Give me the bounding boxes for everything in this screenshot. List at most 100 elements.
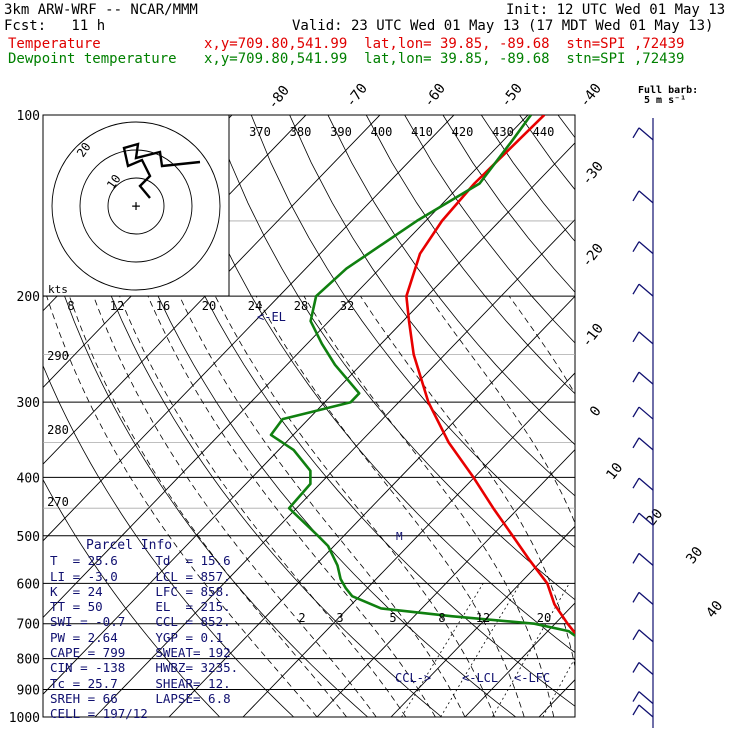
theta-label: 420	[452, 125, 474, 139]
moist-adiabat	[93, 296, 377, 717]
wind-barb-flag	[632, 477, 640, 489]
pressure-tick-label: 1000	[9, 711, 40, 726]
wind-barb	[632, 691, 654, 705]
mixing-ratio-line	[401, 583, 484, 717]
dry-adiabat	[596, 115, 740, 717]
wind-barb-shaft	[638, 629, 654, 643]
wind-barb-shaft	[638, 241, 654, 255]
dry-adiabat	[59, 115, 442, 717]
theta-label: 400	[371, 125, 393, 139]
moist-adiabat	[179, 296, 466, 717]
wind-barb-shaft	[638, 406, 654, 420]
moist-adiabat	[119, 296, 407, 717]
isotherm-label: 10	[603, 460, 626, 483]
parcel-info-row: T = 25.6 Td = 15.6	[50, 553, 231, 569]
barb-legend-line1: Full barb:	[638, 85, 698, 96]
isotherm-line	[316, 448, 575, 717]
mixing-ratio-line	[588, 583, 659, 717]
dry-adiabat	[442, 115, 575, 293]
moist-adiabat	[508, 295, 575, 395]
isotherm-line	[242, 372, 575, 717]
dry-adiabat	[43, 478, 220, 717]
forecast-hour: Fcst: 11 h	[4, 18, 106, 34]
dry-adiabat	[135, 115, 575, 707]
wind-barb-shaft	[638, 552, 654, 566]
wind-barb-shaft	[638, 591, 654, 605]
dry-adiabat	[250, 115, 575, 549]
model-title: 3km ARW-WRF -- NCAR/MMM	[4, 2, 198, 18]
moist-adiabat	[69, 296, 347, 717]
isotherm-label: -20	[579, 241, 607, 271]
lcl-annotation: <-LCL	[462, 671, 498, 685]
mixing-ratio-label: 2	[298, 611, 305, 625]
isotherm-line	[687, 115, 740, 717]
theta-side-label: 280	[47, 423, 69, 437]
mixing-ratio-line	[542, 657, 575, 717]
pressure-tick-label: 500	[17, 530, 40, 545]
parcel-info-row: SREH = 66 LAPSE= 6.8	[50, 690, 231, 706]
moist-adiabat	[147, 296, 436, 717]
wind-barb	[632, 662, 654, 675]
wind-barb-flag	[632, 512, 640, 524]
wind-barb-shaft	[638, 127, 654, 141]
wind-barb	[632, 331, 654, 345]
ccl-annotation: CCL->	[395, 671, 431, 685]
hodograph-ring	[51, 121, 221, 291]
dry-adiabat	[711, 115, 740, 717]
wind-barb	[632, 283, 654, 297]
wind-barb	[632, 406, 654, 420]
moist-adiabat	[214, 296, 495, 717]
theta-label: 370	[249, 125, 271, 139]
temperature-location: x,y=709.80,541.99 lat,lon= 39.85, -89.68…	[204, 36, 685, 52]
mark-annotation: M	[396, 530, 403, 543]
hodo-speed-label: 32	[340, 299, 354, 313]
hodo-speed-label: 20	[202, 299, 216, 313]
hodograph-center-plus: +	[131, 197, 140, 215]
wind-barb-shaft	[638, 704, 654, 718]
mixing-ratio-line	[648, 583, 716, 717]
dry-adiabat	[43, 364, 294, 717]
wind-barb-shaft	[638, 437, 654, 451]
theta-side-label: 270	[47, 495, 69, 509]
isotherm-line	[43, 115, 529, 619]
dry-adiabat	[289, 115, 575, 497]
wind-barb	[632, 371, 654, 385]
dewpoint-location: x,y=709.80,541.99 lat,lon= 39.85, -89.68…	[204, 51, 685, 67]
wind-barb	[632, 241, 654, 255]
wind-barb	[632, 127, 654, 141]
el-annotation: <-EL	[257, 310, 286, 324]
hodo-unit-label: kts	[48, 283, 68, 296]
wind-barb-flag	[632, 331, 640, 343]
dry-adiabat	[174, 115, 575, 654]
theta-side-label: 290	[47, 349, 69, 363]
mixing-ratio-label: 12	[476, 611, 490, 625]
wind-barb-shaft	[638, 512, 654, 526]
isotherm-label: 40	[703, 598, 726, 621]
hodograph-ring	[107, 177, 165, 235]
wind-barb-flag	[632, 704, 640, 716]
dry-adiabat	[212, 115, 575, 601]
isotherm-label: -80	[265, 83, 293, 113]
wind-barb-shaft	[638, 283, 654, 297]
parcel-info-row: LI = -3.0 LCL = 857.	[50, 568, 231, 584]
isotherm-label: 30	[683, 544, 706, 567]
moist-adiabat	[46, 296, 318, 717]
parcel-info-row: SWI = -0.7 CCL = 852.	[50, 614, 231, 630]
hodo-speed-label: 16	[156, 299, 170, 313]
mixing-ratio-label: 20	[537, 611, 551, 625]
parcel-info-row: Tc = 25.7 SHEAR= 12.	[50, 675, 231, 691]
wind-barb	[632, 190, 654, 204]
parcel-info-row: TT = 50 EL = 215.	[50, 599, 231, 615]
isotherm-label: -40	[577, 81, 605, 111]
wind-barb-shaft	[638, 691, 654, 705]
dewpoint-profile	[269, 115, 575, 638]
parcel-info-row: K = 24 LFC = 858.	[50, 583, 231, 599]
isotherm-label: -10	[579, 321, 607, 351]
dry-adiabat	[365, 115, 575, 395]
wind-barb-flag	[632, 629, 640, 641]
dewpoint-legend-label: Dewpoint temperature	[8, 51, 177, 67]
theta-label: 410	[411, 125, 433, 139]
wind-barb-flag	[632, 127, 640, 139]
hodograph-ring-label: 10	[104, 172, 124, 192]
dry-adiabat	[673, 115, 740, 717]
